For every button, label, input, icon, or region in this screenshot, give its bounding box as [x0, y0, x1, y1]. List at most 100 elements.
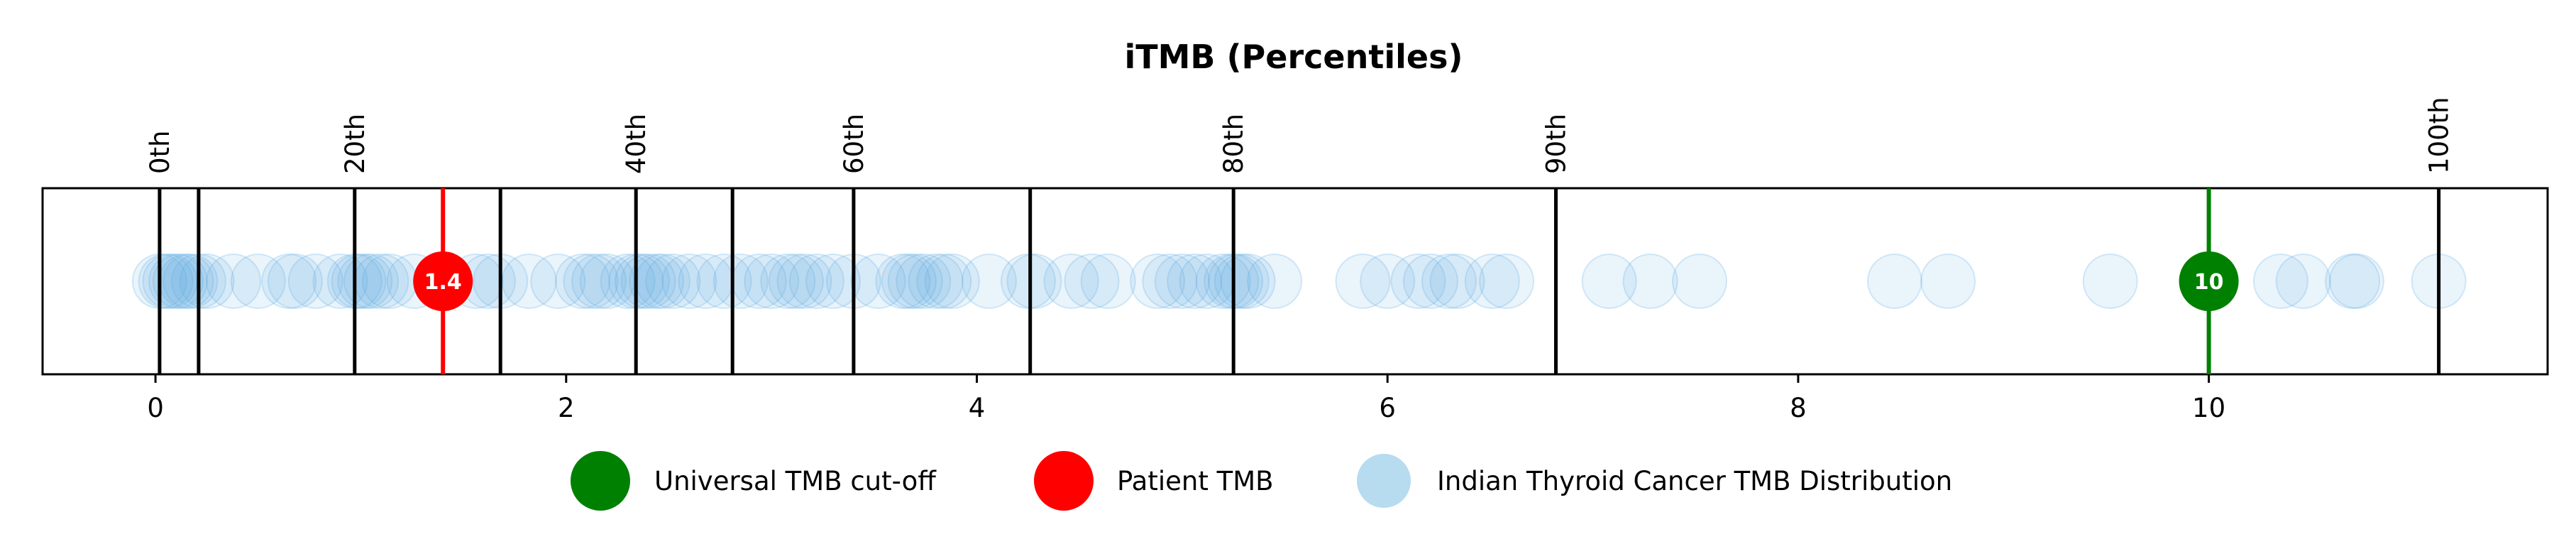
- distribution-point: [1142, 254, 1198, 309]
- patient-marker-label: 1.4: [424, 270, 462, 295]
- legend-item-cutoff: Universal TMB cut-off: [571, 451, 937, 511]
- distribution-point: [961, 254, 1017, 309]
- distribution-point: [768, 254, 824, 309]
- distribution-point: [712, 254, 769, 309]
- legend: Universal TMB cut-off Patient TMB Indian…: [571, 451, 1952, 511]
- legend-swatch-distribution: [1357, 454, 1411, 508]
- distribution-point: [881, 254, 937, 309]
- plot-frame: [41, 187, 2549, 376]
- percentile-label: 90th: [1541, 114, 1572, 174]
- distribution-point: [744, 254, 800, 309]
- percentile-label: 20th: [340, 114, 370, 174]
- distribution-point: [924, 254, 980, 309]
- distribution-point: [696, 254, 752, 309]
- distribution-point: [331, 254, 387, 309]
- distribution-point: [1622, 254, 1678, 309]
- distribution-point: [1195, 254, 1251, 309]
- distribution-point: [530, 254, 586, 309]
- distribution-point: [1154, 254, 1210, 309]
- percentile-lines: [158, 188, 2441, 374]
- x-tick-label: 4: [969, 393, 986, 423]
- legend-label-cutoff: Universal TMB cut-off: [654, 466, 937, 496]
- distribution-point: [2082, 254, 2138, 309]
- cutoff-marker: [2179, 251, 2239, 311]
- legend-item-patient: Patient TMB: [1034, 451, 1274, 511]
- distribution-point: [1213, 254, 1270, 309]
- distribution-point: [343, 254, 399, 309]
- distribution-point: [1000, 254, 1056, 309]
- distribution-point: [788, 254, 844, 309]
- distribution-point: [1479, 254, 1534, 309]
- distribution-point: [1390, 254, 1446, 309]
- distribution-point: [887, 254, 943, 309]
- distribution-point: [1335, 254, 1391, 309]
- distribution-point: [2252, 254, 2308, 309]
- x-tick-label: 6: [1379, 393, 1396, 423]
- percentile-label: 100th: [2424, 97, 2455, 174]
- x-axis-ticks: 0 2 4 6 8 10: [147, 374, 2225, 423]
- distribution-point: [1064, 254, 1120, 309]
- x-tick-label: 8: [1790, 393, 1807, 423]
- x-tick-label: 0: [147, 393, 164, 423]
- distribution-point: [148, 254, 204, 309]
- distribution-point: [600, 254, 656, 309]
- distribution-point: [1429, 254, 1485, 309]
- distribution-points: [131, 254, 2467, 309]
- x-tick-label: 2: [558, 393, 575, 423]
- percentile-label: 60th: [839, 114, 869, 174]
- distribution-point: [1421, 254, 1477, 309]
- distribution-point: [555, 254, 610, 309]
- percentile-label: 40th: [621, 114, 651, 174]
- distribution-point: [2328, 254, 2384, 309]
- distribution-point: [875, 254, 931, 309]
- distribution-point: [1866, 254, 1922, 309]
- x-tick-label: 10: [2192, 393, 2225, 423]
- distribution-point: [916, 254, 972, 309]
- distribution-point: [1920, 254, 1976, 309]
- distribution-point: [805, 254, 861, 309]
- distribution-point: [206, 254, 262, 309]
- distribution-point: [261, 254, 317, 309]
- distribution-point: [163, 254, 219, 309]
- percentile-label: 0th: [145, 131, 175, 175]
- legend-label-distribution: Indian Thyroid Cancer TMB Distribution: [1437, 466, 1952, 496]
- legend-swatch-cutoff: [571, 451, 630, 511]
- patient-marker: [413, 251, 473, 311]
- distribution-point: [1080, 254, 1136, 309]
- distribution-point: [230, 254, 286, 309]
- distribution-point: [1006, 254, 1062, 309]
- distribution-point: [179, 254, 235, 309]
- distribution-point: [152, 254, 208, 309]
- distribution-point: [760, 254, 816, 309]
- distribution-point: [1581, 254, 1637, 309]
- distribution-point: [661, 254, 717, 309]
- distribution-point: [337, 254, 393, 309]
- distribution-point: [563, 254, 619, 309]
- distribution-point: [1360, 254, 1416, 309]
- distribution-point: [571, 254, 627, 309]
- legend-item-distribution: Indian Thyroid Cancer TMB Distribution: [1357, 454, 1952, 508]
- cutoff-marker-label: 10: [2194, 270, 2224, 295]
- percentile-label: 80th: [1218, 114, 1249, 174]
- percentile-labels: 0th 20th 40th 60th 80th 90th 100th: [145, 97, 2455, 174]
- distribution-point: [776, 254, 832, 309]
- markers: 1.4 10: [413, 188, 2239, 374]
- distribution-point: [1043, 254, 1099, 309]
- distribution-point: [1130, 254, 1186, 309]
- distribution-point: [896, 254, 952, 309]
- distribution-point: [1672, 254, 1727, 309]
- distribution-point: [629, 254, 685, 309]
- distribution-point: [1403, 254, 1458, 309]
- distribution-point: [908, 254, 964, 309]
- legend-label-patient: Patient TMB: [1117, 466, 1274, 496]
- distribution-point: [850, 254, 906, 309]
- chart-title: iTMB (Percentiles): [1125, 38, 1463, 76]
- distribution-point: [614, 254, 670, 309]
- distribution-point: [1204, 254, 1260, 309]
- distribution-point: [267, 254, 323, 309]
- distribution-point: [287, 254, 343, 309]
- distribution-point: [1167, 254, 1223, 309]
- distribution-point: [1464, 254, 1520, 309]
- distribution-point: [138, 254, 194, 309]
